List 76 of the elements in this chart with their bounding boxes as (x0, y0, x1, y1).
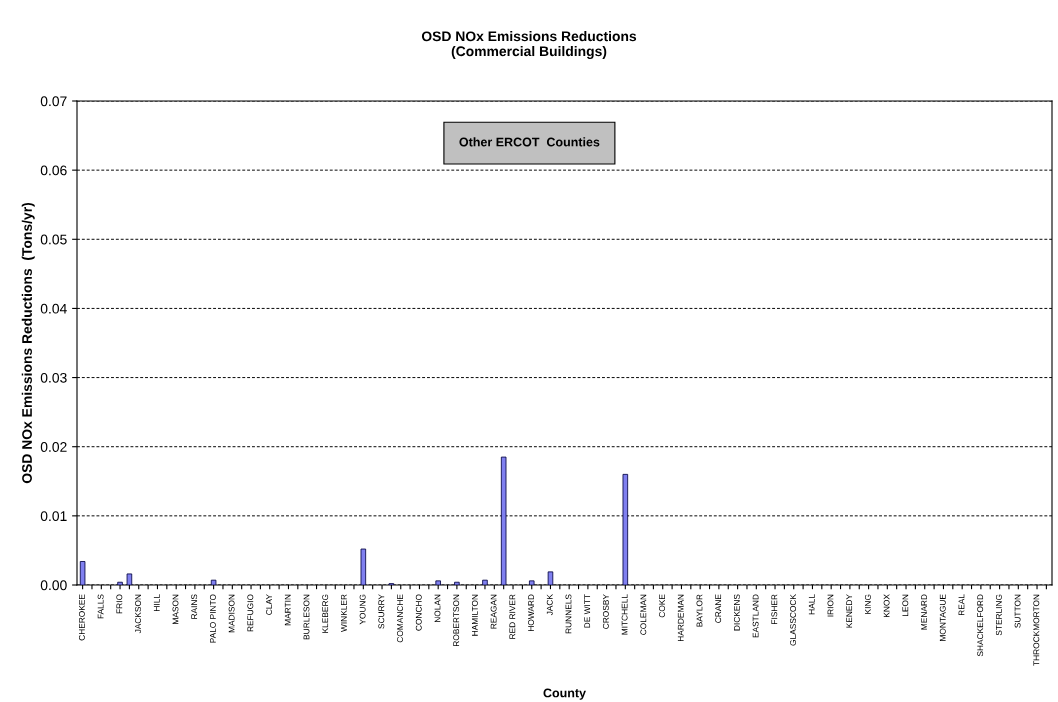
x-tick-label: BAYLOR (696, 594, 703, 627)
x-tick-label: KENEDY (846, 594, 853, 628)
x-tick-label: CROSBY (602, 594, 609, 629)
x-tick-label: MITCHELL (621, 594, 628, 635)
x-tick-label: JACK (546, 594, 553, 616)
bar (210, 579, 217, 585)
x-tick-label: COMANCHE (397, 594, 403, 643)
x-tick-label: SUTTON (1014, 594, 1021, 628)
x-tick-label: HOWARD (528, 594, 534, 631)
x-tick-label: LEON (902, 594, 909, 617)
x-tick-label: WINKLER (341, 594, 347, 632)
x-tick-label: CONCHO (415, 594, 422, 631)
x-tick-label: CHEROKEE (78, 594, 85, 641)
x-tick-label: MADISON (228, 594, 235, 633)
bar (435, 580, 441, 585)
bar (117, 581, 123, 585)
x-tick-label: CRANE (715, 594, 722, 623)
x-tick-label: EASTLAND (752, 594, 759, 638)
x-tick-label: SHACKELFORD (977, 594, 984, 657)
x-tick-label: FRIO (116, 594, 123, 614)
chart-title: OSD NOx Emissions Reductions (Commercial Buildings) (421, 31, 637, 59)
x-tick-label: FALLS (97, 594, 104, 619)
y-tick-label: 0.07 (40, 96, 67, 107)
x-tick-label: YOUNG (359, 594, 366, 625)
y-tick-label: 0.00 (40, 580, 67, 591)
x-tick-label: IRION (827, 594, 834, 617)
x-tick-label: FISHER (771, 594, 778, 624)
x-tick-label: STERLING (995, 594, 1002, 636)
x-tick-label: KLEBERG (322, 594, 329, 633)
x-tick-label: KNOX (883, 594, 890, 617)
x-tick-label: RAINS (191, 594, 198, 619)
x-tick-label: RUNNELS (565, 594, 572, 634)
bar (454, 581, 460, 585)
y-axis-title: OSD NOx Emissions Reductions (Tons/yr) (21, 202, 35, 484)
y-tick-label: 0.05 (40, 234, 67, 245)
x-tick-label: CLAY (266, 594, 272, 615)
bar (528, 580, 535, 585)
x-tick-label: COLEMAN (640, 594, 647, 635)
y-tick-label: 0.03 (40, 372, 67, 383)
x-tick-label: DICKENS (733, 594, 740, 631)
x-tick-label: HILL (153, 594, 160, 611)
x-tick-label: MASON (172, 594, 179, 624)
x-tick-label: GLASSCOCK (790, 594, 796, 646)
x-tick-label: THROCKMORTON (1033, 594, 1040, 666)
y-tick-label: 0.06 (40, 165, 67, 176)
x-tick-label: HALL (808, 594, 815, 615)
x-tick-label: PALO PINTO (209, 594, 216, 643)
x-tick-label: MARTIN (284, 594, 291, 626)
y-tick-label: 0.02 (40, 442, 67, 452)
x-tick-label: COKE (659, 594, 665, 618)
x-tick-label: RED RIVER (509, 594, 516, 639)
x-tick-label: SCURRY (378, 594, 385, 629)
x-tick-label: DE WITT (584, 594, 591, 628)
y-tick-label: 0.04 (40, 303, 67, 314)
bar (622, 473, 629, 585)
bar (547, 571, 554, 585)
x-tick-label: HAMILTON (471, 594, 478, 636)
bar (79, 561, 86, 585)
x-tick-label: ROBERTSON (453, 594, 460, 646)
y-tick-label: 0.01 (40, 511, 67, 522)
x-axis-title: County (543, 688, 586, 700)
annotation: Other ERCOT Counties (459, 137, 600, 147)
x-tick-label: REAL (958, 594, 965, 616)
x-tick-label: NOLAN (434, 594, 441, 623)
x-tick-label: REAGAN (490, 594, 497, 629)
x-tick-label: JACKSON (135, 594, 141, 634)
x-tick-label: KING (864, 594, 871, 614)
bar (500, 456, 507, 585)
bar (482, 579, 488, 585)
x-tick-label: REFUGIO (247, 594, 254, 632)
x-tick-label: MONTAGUE (939, 594, 946, 641)
bar (126, 573, 133, 585)
x-tick-label: MENARD (921, 594, 927, 630)
x-tick-label: HARDEMAN (677, 594, 684, 642)
bar (360, 548, 367, 585)
x-tick-label: BURLESON (303, 594, 310, 640)
